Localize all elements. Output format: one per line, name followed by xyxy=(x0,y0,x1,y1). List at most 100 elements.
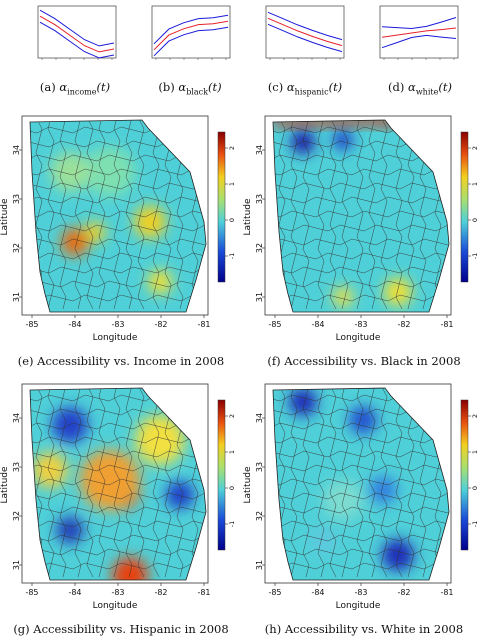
intensity-blob xyxy=(61,228,89,256)
x-tick-label: -81 xyxy=(440,588,453,597)
x-axis-label: Longitude xyxy=(93,601,138,611)
intensity-blob xyxy=(52,407,88,443)
upper-band-line xyxy=(381,17,457,30)
x-tick-label: -82 xyxy=(397,320,410,329)
x-tick-label: -83 xyxy=(111,320,124,329)
x-tick-label: -85 xyxy=(268,588,281,597)
plot-frame xyxy=(264,383,452,584)
lower-band-line xyxy=(267,23,343,53)
x-tick-label: -81 xyxy=(197,588,210,597)
y-tick-label: 33 xyxy=(255,194,264,204)
colorbar-tick-label: 0 xyxy=(471,218,479,222)
caption-c: (c) αhispanic(t) xyxy=(267,80,343,97)
y-axis-label: Latitude xyxy=(243,466,253,504)
accessibility-field xyxy=(30,388,206,580)
colorbar-tick-label: 1 xyxy=(471,182,479,186)
upper-band-line xyxy=(39,9,115,47)
y-tick-label: 32 xyxy=(12,511,21,521)
intensity-blob xyxy=(369,476,397,504)
county-boundaries xyxy=(30,120,206,310)
y-tick-label: 31 xyxy=(255,560,264,570)
colorbar-tick-label: 2 xyxy=(471,146,479,150)
intensity-blob xyxy=(80,450,140,510)
colorbar-tick-label: -1 xyxy=(228,253,236,259)
coef-plot-c xyxy=(265,5,345,60)
colorbar-tick-label: -1 xyxy=(471,253,479,259)
colorbar xyxy=(460,399,469,551)
x-tick-label: -81 xyxy=(440,320,453,329)
intensity-blob xyxy=(112,557,148,580)
map-plot-area xyxy=(21,383,209,584)
colorbar-tick-label: 0 xyxy=(471,486,479,490)
intensity-blob xyxy=(323,480,363,520)
intensity-blob xyxy=(311,528,335,552)
colorbar-tick-label: 2 xyxy=(471,414,479,418)
map-e: -85 -84 -83 -82 -81 34 33 32 31 Longitude Latitude… xyxy=(0,115,236,343)
intensity-blob xyxy=(382,539,414,571)
colorbar xyxy=(460,131,469,283)
coef-plot-a xyxy=(37,5,117,60)
x-axis-label: Longitude xyxy=(93,333,138,343)
y-tick-label: 33 xyxy=(12,194,21,204)
map-plot-area xyxy=(264,383,452,584)
intensity-blob xyxy=(32,452,68,488)
y-tick-label: 34 xyxy=(12,145,21,155)
intensity-blob xyxy=(85,222,105,242)
y-tick-label: 34 xyxy=(12,413,21,423)
x-tick-label: -85 xyxy=(268,320,281,329)
intensity-blob xyxy=(135,415,185,465)
x-tick-label: -82 xyxy=(154,320,167,329)
intensity-blob xyxy=(134,206,166,238)
x-tick-label: -84 xyxy=(68,588,81,597)
y-tick-label: 32 xyxy=(255,243,264,253)
estimate-line xyxy=(153,20,229,51)
lower-band-line xyxy=(381,34,457,49)
x-axis-label: Longitude xyxy=(336,333,381,343)
y-tick-label: 32 xyxy=(12,243,21,253)
colorbar-tick-label: -1 xyxy=(471,521,479,527)
caption-d: (d) αwhite(t) xyxy=(388,80,452,97)
caption-b: (b) αblack(t) xyxy=(158,80,222,97)
estimate-line xyxy=(39,15,115,53)
state-outline xyxy=(272,387,450,581)
estimate-line xyxy=(267,17,343,47)
intensity-blob xyxy=(166,481,194,509)
upper-band-line xyxy=(153,14,229,45)
plot-frame xyxy=(151,5,231,59)
colorbar-tick-label: 1 xyxy=(228,450,236,454)
y-tick-label: 31 xyxy=(12,292,21,302)
y-axis-label: Latitude xyxy=(0,466,10,504)
colorbar-tick-label: 1 xyxy=(471,450,479,454)
colorbar-tick-label: 0 xyxy=(228,218,236,222)
plot-frame xyxy=(265,5,345,59)
intensity-blob xyxy=(148,270,172,294)
plot-frame xyxy=(379,5,459,59)
y-axis-label: Latitude xyxy=(0,198,10,236)
plot-frame xyxy=(21,115,209,316)
intensity-blob xyxy=(289,388,317,416)
x-tick-label: -85 xyxy=(25,320,38,329)
caption-h: (h) Accessibility vs. White in 2008 xyxy=(264,622,464,636)
plot-frame xyxy=(37,5,117,59)
map-h: -85 -84 -83 -82 -81 34 33 32 31 Longitude Latitude… xyxy=(243,383,479,611)
y-tick-label: 34 xyxy=(255,413,264,423)
caption-a: (a) αincome(t) xyxy=(39,80,111,97)
x-tick-label: -83 xyxy=(354,588,367,597)
intensity-blob xyxy=(384,278,412,306)
x-tick-label: -85 xyxy=(25,588,38,597)
x-tick-label: -82 xyxy=(154,588,167,597)
colorbar-tick-label: -1 xyxy=(228,521,236,527)
colorbar-tick-label: 2 xyxy=(228,414,236,418)
caption-g: (g) Accessibility vs. Hispanic in 2008 xyxy=(13,622,229,636)
map-g: -85 -84 -83 -82 -81 34 33 32 31 Longitude Latitude… xyxy=(0,383,236,611)
upper-band-line xyxy=(267,11,343,41)
intensity-blob xyxy=(85,147,135,197)
lower-band-line xyxy=(153,26,229,57)
colorbar xyxy=(217,399,226,551)
colorbar xyxy=(217,131,226,283)
map-plot-area xyxy=(264,115,452,316)
state-outline xyxy=(29,119,207,313)
map-f: -85 -84 -83 -82 -81 34 33 32 31 Longitude Latitude… xyxy=(243,115,479,343)
coef-plot-d xyxy=(379,5,459,60)
accessibility-field xyxy=(30,120,206,312)
